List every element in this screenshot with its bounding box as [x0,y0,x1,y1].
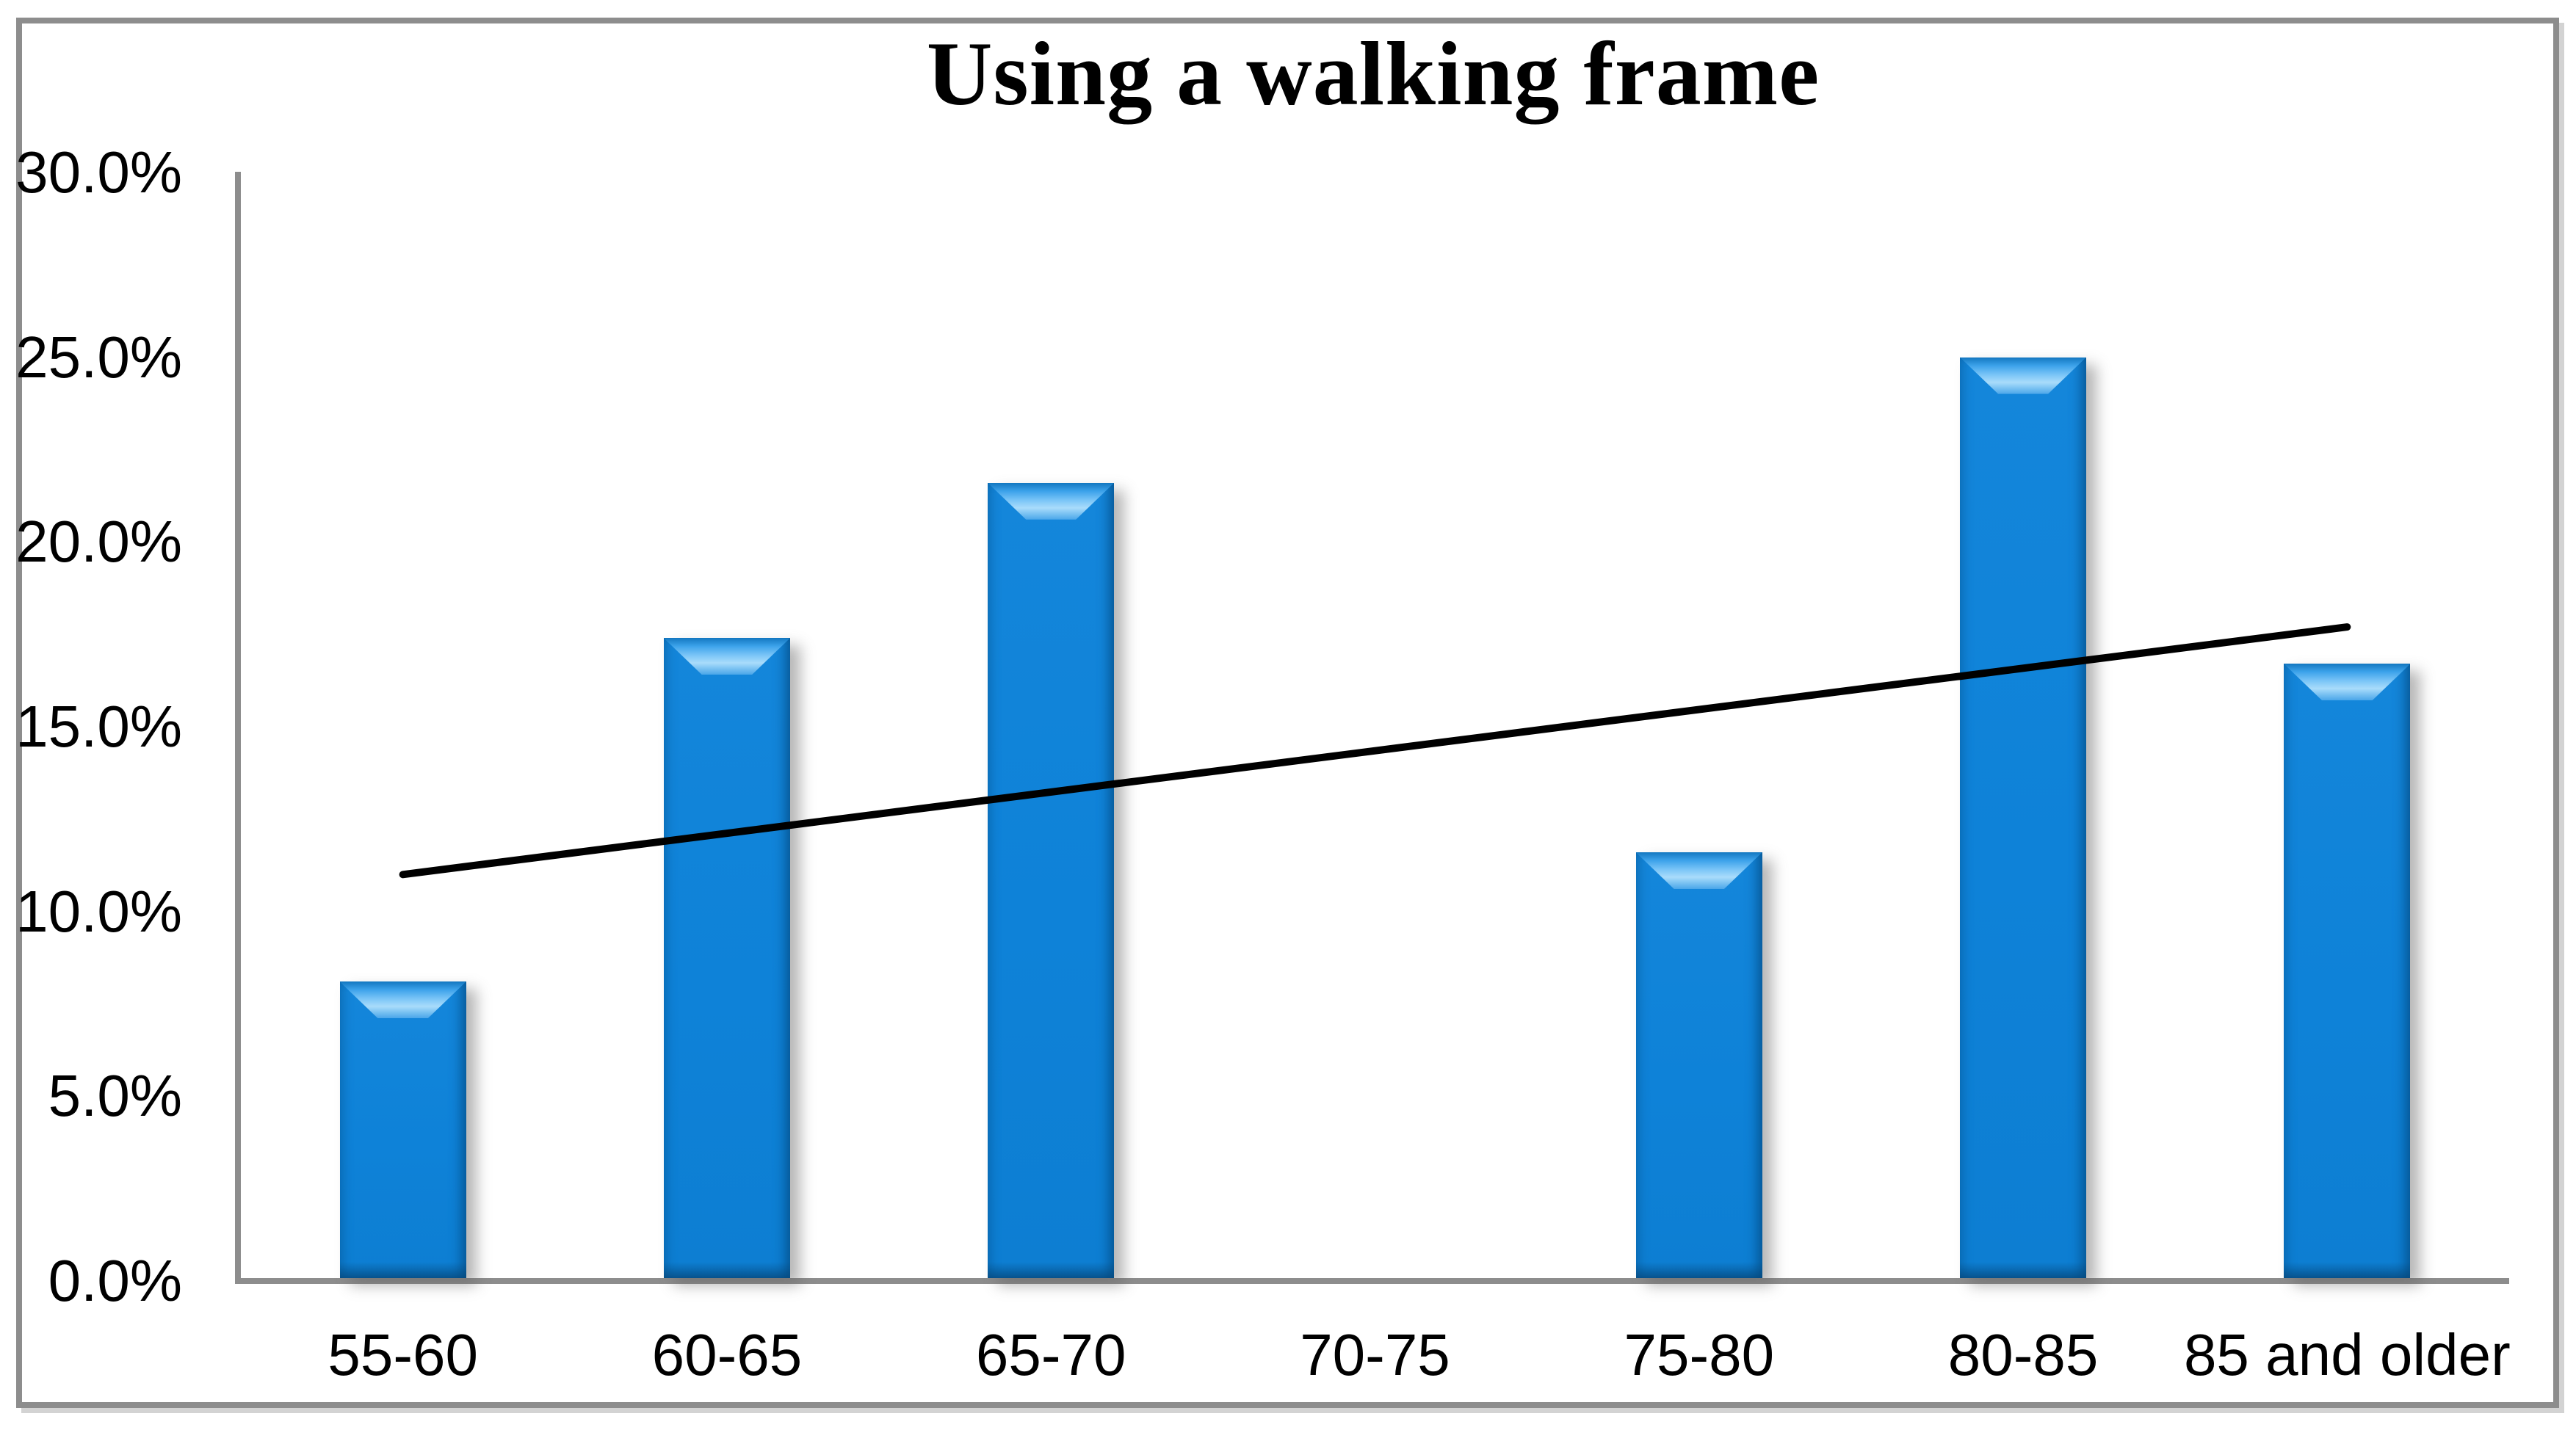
y-tick-label-20: 20.0% [15,509,182,575]
x-tick-label-65-70: 65-70 [975,1322,1126,1387]
bar-60-65 [663,638,790,1278]
x-tick-label-75-80: 75-80 [1624,1322,1775,1387]
x-tick-label-85-and-older: 85 and older [2183,1322,2511,1387]
bar-55-60 [339,981,466,1278]
y-tick-label-30: 30.0% [15,139,182,205]
y-tick-label-15: 15.0% [15,694,182,759]
y-tick-label-10: 10.0% [15,878,182,944]
bar-85-and-older [2284,664,2411,1278]
x-tick-label-60-65: 60-65 [651,1322,803,1387]
x-axis-line [235,1278,2509,1284]
x-tick-label-80-85: 80-85 [1947,1322,2099,1387]
x-tick-label-55-60: 55-60 [328,1322,478,1387]
bar-75-80 [1635,852,1762,1278]
bar-65-70 [988,482,1115,1279]
y-tick-label-0: 0.0% [48,1248,182,1313]
chart-title: Using a walking frame [926,23,1820,124]
y-tick-label-25: 25.0% [15,324,182,390]
x-tick-label-70-75: 70-75 [1300,1322,1450,1387]
y-axis-line [235,172,241,1283]
bar-80-85 [1960,357,2087,1279]
y-tick-label-5: 5.0% [48,1063,182,1129]
